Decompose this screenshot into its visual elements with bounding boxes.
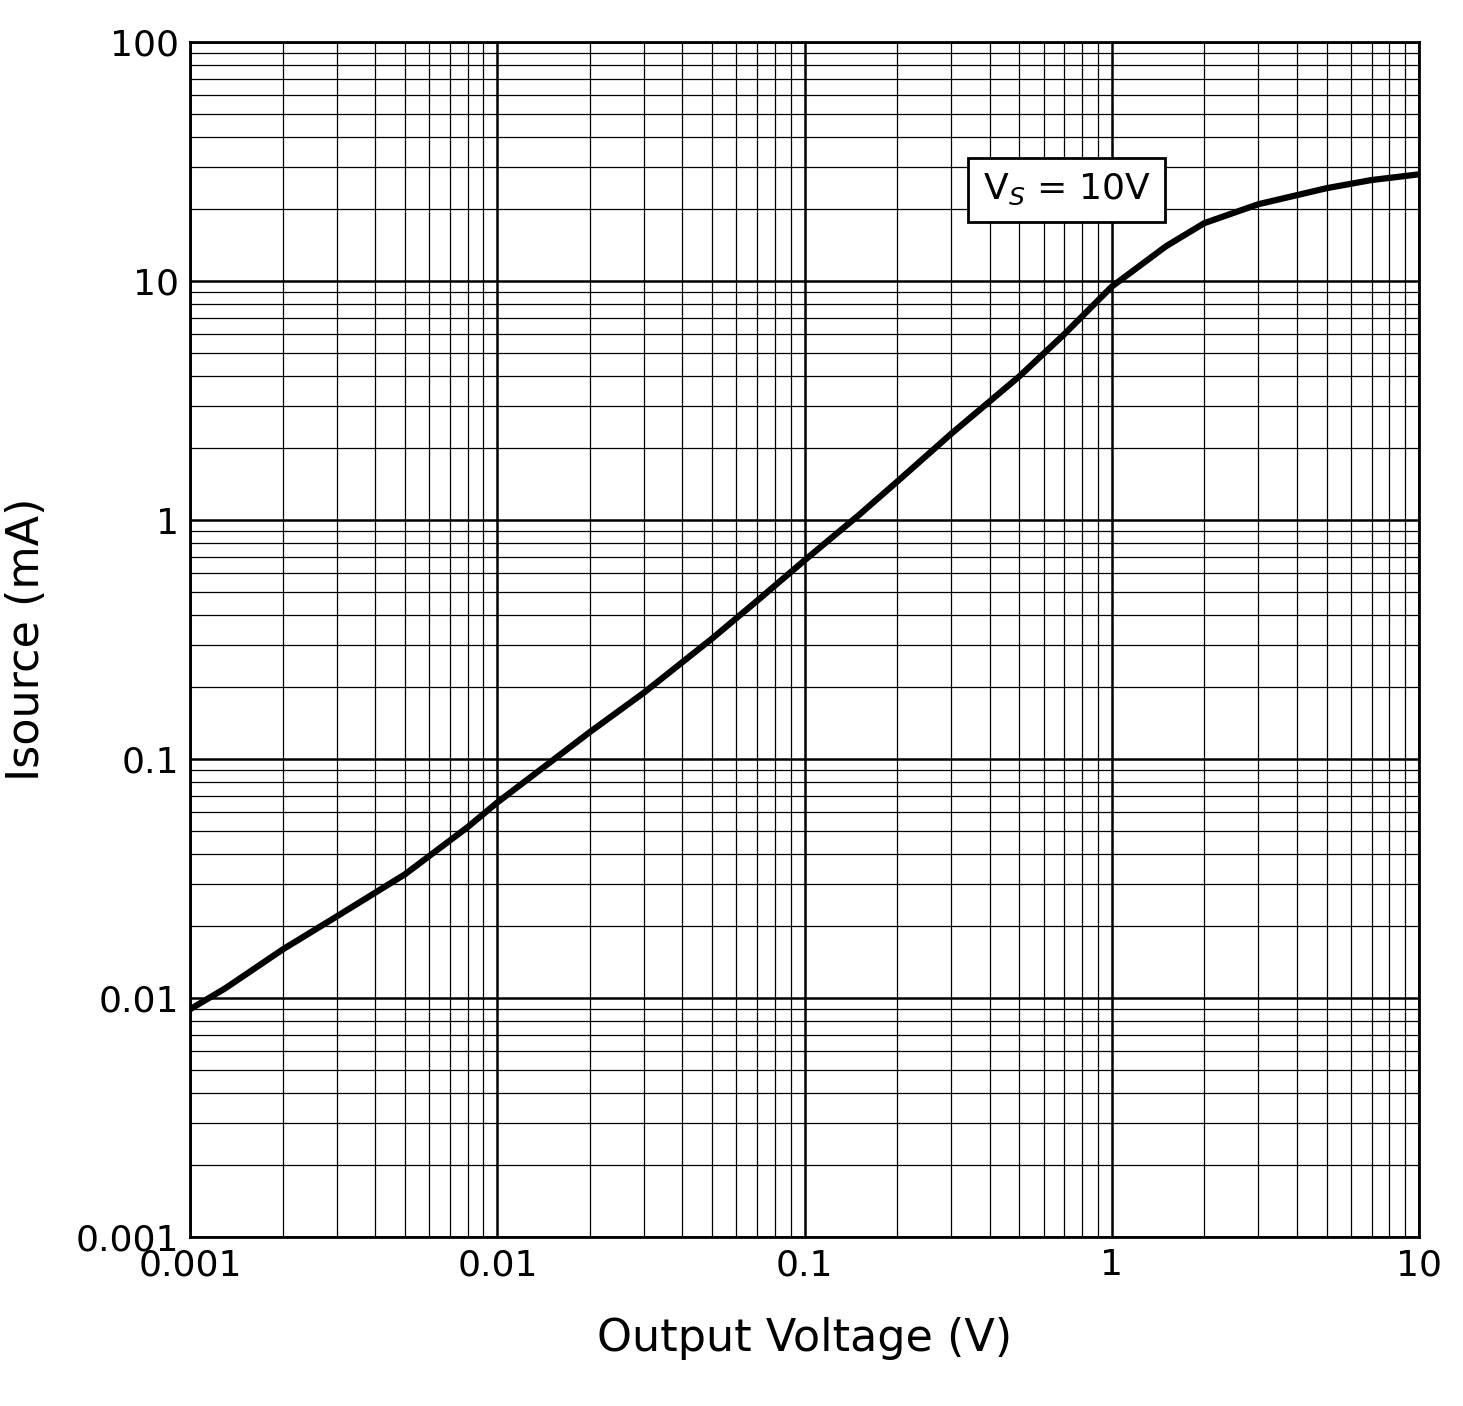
Y-axis label: Isource (mA): Isource (mA)	[4, 498, 48, 782]
X-axis label: Output Voltage (V): Output Voltage (V)	[597, 1317, 1012, 1360]
Text: V$_S$ = 10V: V$_S$ = 10V	[983, 172, 1150, 207]
